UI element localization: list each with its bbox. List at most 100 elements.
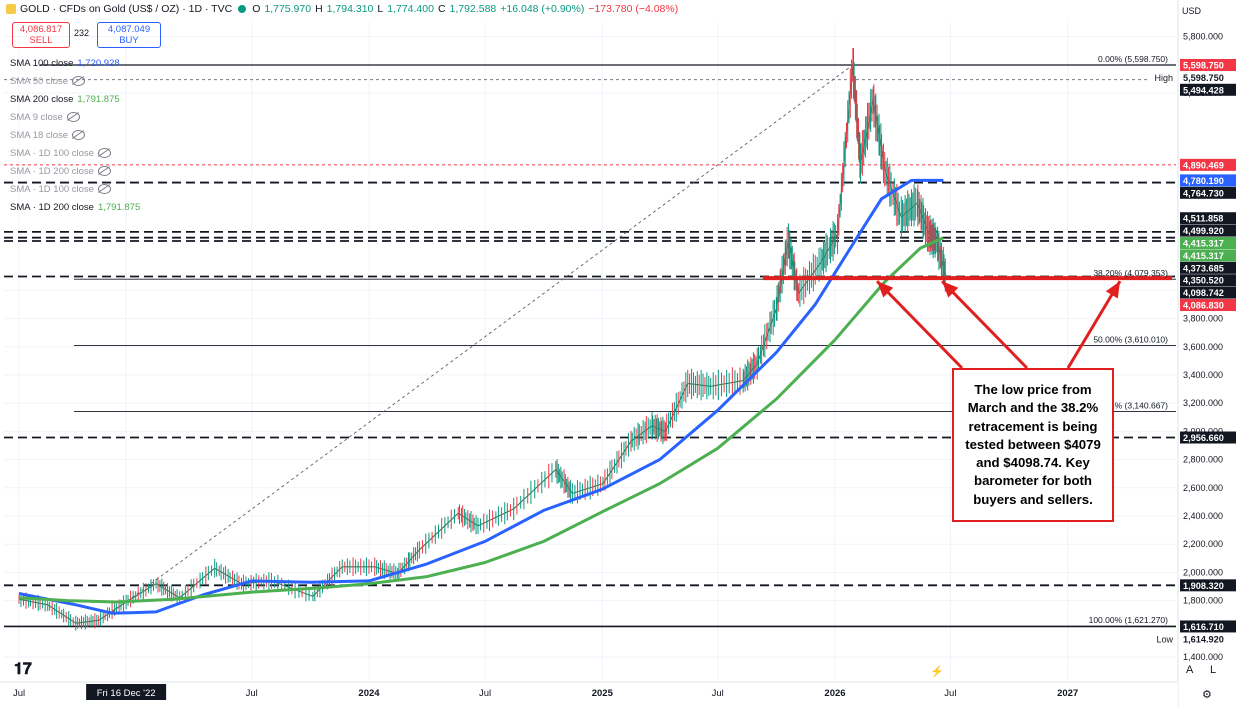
indicator-sma-200[interactable]: SMA 200 close 1,791.875 [10, 93, 120, 105]
axis-price-label-bg [1180, 274, 1236, 287]
axis-price-label-bg [1180, 83, 1236, 96]
low-value: 1,774.400 [387, 3, 434, 15]
sma-100-close-line[interactable] [18, 178, 944, 615]
indicator-sma-1d-100-b[interactable]: SMA · 1D 100 close [10, 180, 140, 198]
x-tick-label: 2024 [358, 688, 380, 699]
arrow-head [877, 281, 894, 298]
axis-price-label: 4,499.920 [1183, 226, 1224, 236]
annotation-arrow [876, 280, 964, 370]
axis-price-labels: 5,598.750 High 5,598.750 5,494.428 4,890.469… [1148, 58, 1236, 645]
x-tick-label: 2026 [824, 688, 845, 699]
log-scale-button[interactable]: L [1210, 664, 1217, 676]
sell-button[interactable]: 4,086.817 SELL [12, 22, 70, 48]
tradingview-logo-icon[interactable]: 𝟏𝟕 [14, 661, 32, 678]
y-tick-label: 3,600.000 [1183, 342, 1223, 352]
x-tick-label: Jul [944, 688, 956, 699]
x-tick-label: Jul [246, 688, 258, 699]
close-label: C [437, 3, 446, 15]
auto-scale-button[interactable]: A [1186, 664, 1194, 676]
axis-price-label: 4,780.190 [1183, 176, 1224, 186]
fib-label: 50.00% (3,610.010) [1093, 334, 1168, 344]
high-label: H [315, 3, 323, 15]
gold-symbol-icon [6, 4, 16, 14]
open-value: 1,775.970 [264, 3, 312, 15]
axis-price-label: 1,614.920 [1183, 634, 1224, 644]
axis-price-label-bg [1180, 224, 1236, 237]
sell-price: 4,086.817 [19, 24, 63, 35]
eye-hidden-icon[interactable] [97, 148, 111, 158]
x-tick-label: Jul [13, 688, 25, 699]
spread-value: 232 [74, 28, 90, 38]
high-value: 1,794.310 [326, 3, 374, 15]
axis-price-label-bg [1180, 174, 1236, 187]
crosshair-date-bg [86, 684, 167, 700]
y-tick-label: 3,800.000 [1183, 314, 1223, 324]
axis-price-label-bg [1180, 286, 1236, 299]
y-tick-label: 3,200.000 [1183, 398, 1223, 408]
axis-price-label: 4,350.520 [1183, 276, 1224, 286]
y-tick-label: 2,600.000 [1183, 483, 1223, 493]
eye-hidden-icon[interactable] [72, 76, 86, 86]
x-tick-label: 2027 [1057, 688, 1078, 699]
annotation-arrow [1066, 280, 1122, 369]
sma-200-close-line[interactable] [18, 236, 945, 604]
eye-hidden-icon[interactable] [97, 166, 111, 176]
change-value: +16.048 (+0.90%) [500, 3, 585, 15]
axis-price-label-bg [1180, 261, 1236, 274]
currency-label[interactable]: USD [1182, 6, 1202, 16]
axis-price-label-bg [1180, 186, 1236, 199]
axis-price-label: 1,908.320 [1183, 581, 1224, 591]
axis-price-label-bg [1180, 579, 1236, 592]
close-value: 1,792.588 [449, 3, 497, 15]
indicator-sma-100[interactable]: SMA 100 close 1,720.928 [10, 57, 120, 69]
eye-hidden-icon[interactable] [72, 130, 86, 140]
trendline[interactable] [112, 64, 854, 613]
axis-price-label-bg [1180, 212, 1236, 225]
axis-price-label: 4,415.317 [1183, 251, 1224, 261]
axis-price-label: 4,764.730 [1183, 188, 1224, 198]
axis-price-label-bg [1180, 249, 1236, 262]
axis-price-label: 5,598.750 [1183, 73, 1224, 83]
indicator-sma-1d-200-b[interactable]: SMA · 1D 200 close 1,791.875 [10, 201, 141, 213]
indicator-sma-50[interactable]: SMA 50 close [10, 72, 140, 90]
axis-price-label-bg [1180, 299, 1236, 312]
x-tick-label: 2025 [592, 688, 614, 699]
axis-price-label: 4,511.858 [1183, 214, 1223, 224]
axis-price-label-bg [1180, 620, 1236, 633]
fib-labels: 0.00% (5,598.750) 38.20% (4,079.353) 50.00… [1089, 54, 1169, 625]
sell-label: SELL [29, 35, 53, 46]
y-tick-label: 1,400.000 [1183, 652, 1223, 662]
chart-header: GOLD · CFDs on Gold (US$ / OZ) · 1D · TV… [6, 3, 678, 15]
y-tick-label: 3,000.000 [1183, 426, 1223, 436]
indicator-sma-1d-100[interactable]: SMA · 1D 100 close [10, 144, 140, 162]
eye-hidden-icon[interactable] [66, 112, 80, 122]
fib-label: % (3,140.667) [1115, 401, 1169, 411]
axis-price-label: 5,494.428 [1183, 85, 1224, 95]
market-status-icon [238, 5, 247, 13]
price-series[interactable] [18, 65, 948, 624]
settings-gear-icon[interactable]: ⚙ [1202, 689, 1212, 701]
horizontal-levels [4, 64, 1176, 628]
indicator-sma-1d-200[interactable]: SMA · 1D 200 close [10, 162, 140, 180]
arrow-head [1105, 281, 1120, 299]
symbol-title[interactable]: GOLD · CFDs on Gold (US$ / OZ) · 1D · TV… [20, 3, 233, 15]
arrow-head [942, 281, 959, 298]
eye-hidden-icon[interactable] [97, 184, 111, 194]
axis-price-label: 5,598.750 [1183, 60, 1224, 70]
price-candles [18, 47, 946, 631]
time-axis[interactable] [0, 682, 1178, 708]
buy-button[interactable]: 4,087.049 BUY [97, 22, 161, 48]
fib-label: 0.00% (5,598.750) [1098, 54, 1168, 64]
x-tick-label: Jul [712, 688, 724, 699]
axis-price-label-bg [1180, 431, 1236, 444]
indicator-sma-9[interactable]: SMA 9 close [10, 108, 140, 126]
fib-label: 38.20% (4,079.353) [1093, 268, 1168, 278]
axis-price-label: 1,616.710 [1183, 622, 1224, 632]
indicator-sma-18[interactable]: SMA 18 close [10, 126, 140, 144]
annotation-callout: The low price from March and the 38.2% r… [952, 368, 1114, 522]
y-tick-label: 2,800.000 [1183, 455, 1223, 465]
axis-tag: Low [1156, 634, 1173, 644]
axis-price-label-bg [1180, 58, 1236, 71]
